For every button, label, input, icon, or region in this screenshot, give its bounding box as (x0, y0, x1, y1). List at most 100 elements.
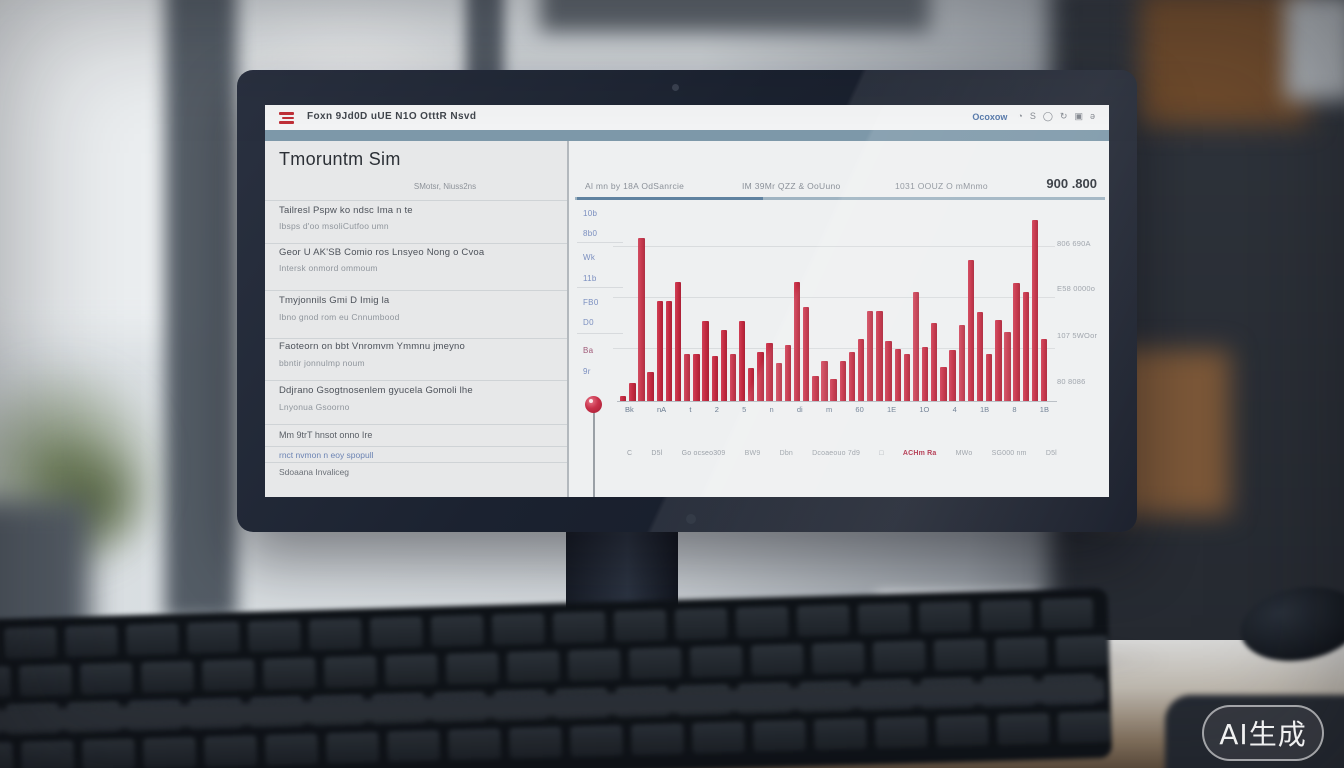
clock-icon[interactable]: ◔ (1017, 111, 1023, 121)
keyboard-key (631, 723, 684, 756)
apps-icon[interactable]: ▣ (1074, 111, 1083, 121)
separator (265, 338, 567, 339)
tab-primary[interactable]: Al mn by 18A OdSanrcie (585, 181, 685, 191)
x-tick-label: t (689, 405, 692, 414)
legend-item[interactable]: C (627, 450, 633, 457)
separator (265, 200, 567, 201)
keyboard-key (187, 622, 240, 654)
x-tick-label: 2 (714, 405, 719, 414)
legend-item[interactable]: D5l (651, 450, 663, 457)
legend-item[interactable]: □ (879, 450, 884, 457)
chart-bar (748, 368, 755, 401)
teal-band (265, 130, 1109, 141)
more-icon[interactable]: ə (1089, 111, 1095, 121)
chart-bar (1022, 292, 1029, 401)
chart-bar (995, 319, 1002, 401)
keyboard-key (0, 666, 12, 699)
keyboard-key (570, 725, 623, 757)
x-tick-label: 1B (980, 405, 990, 414)
list-item[interactable]: Tailresl Pspw ko ndsc Ima n te (279, 205, 413, 216)
stat-label: FB0 (583, 298, 599, 307)
chart-bar (693, 353, 700, 401)
legend-item[interactable]: Go ocseo309 (681, 450, 726, 457)
legend-item[interactable]: ACHm Ra (902, 450, 937, 457)
list-item[interactable]: Faoteorn on bbt Vnromvm Ymmnu jmeyno (279, 341, 466, 352)
chart-bar (839, 361, 846, 401)
keyboard-key (65, 625, 118, 658)
pin-highlight (589, 399, 593, 403)
keyboard-key (369, 617, 423, 649)
page-title: Tmoruntm Sim (279, 149, 401, 169)
plant-blur (30, 430, 150, 570)
sidebar-footer-link[interactable]: rnct nvmon n eoy spopull (279, 450, 374, 460)
chart-bars (620, 215, 1050, 401)
separator (265, 290, 567, 291)
chart-bar (921, 346, 929, 401)
keyboard-key (80, 663, 133, 695)
keyboard-key (446, 652, 499, 685)
keyboard-key (0, 742, 14, 768)
legend-item[interactable]: Dcoaeouo 7d9 (812, 450, 861, 457)
keyboard-key (143, 737, 197, 768)
chart-bar (958, 324, 965, 401)
keyboard-key (141, 661, 194, 693)
chart-bar (848, 352, 856, 401)
webcam-dot (672, 84, 679, 91)
slider-pin[interactable] (585, 396, 602, 413)
keyboard-key (689, 646, 743, 678)
topbar-link[interactable]: Ocoxow (972, 111, 1008, 122)
x-tick-label: 1O (919, 405, 930, 414)
list-item[interactable]: Tmyjonnils Gmi D Imig la (279, 295, 390, 306)
legend-item[interactable]: Dbn (779, 450, 794, 457)
x-tick-label: m (825, 405, 833, 414)
chart-bar (986, 353, 993, 401)
x-axis (617, 401, 1057, 402)
legend-item[interactable]: SG000 nm (991, 450, 1027, 457)
x-tick-label: nA (656, 405, 667, 414)
user-icon[interactable]: S (1029, 111, 1036, 121)
keyboard-key (265, 734, 319, 766)
separator (577, 242, 623, 243)
keyboard-key (506, 651, 560, 683)
plant-blur (0, 350, 160, 590)
separator (265, 424, 567, 425)
power-icon[interactable]: ◯ (1042, 111, 1053, 121)
keyboard-key (753, 720, 806, 752)
keyboard-key (918, 601, 972, 634)
chart-bar (894, 348, 901, 401)
hamburger-icon[interactable] (279, 112, 294, 124)
keyboard-key (979, 600, 1033, 632)
chart-bar (903, 353, 911, 401)
list-item-sub: Ibsps d'oo msoliCutfoo umn (279, 221, 389, 231)
tab-tertiary[interactable]: 1031 OOUZ O mMnmo (895, 181, 988, 191)
chart-bar (656, 301, 663, 401)
keyboard-key (204, 735, 258, 768)
keyboard-key (202, 659, 255, 692)
chart-bar (775, 363, 782, 401)
keyboard-key (491, 613, 545, 646)
screen: Foxn 9Jd0D uUE N1O OtttR Nsvd Ocoxow ◔ S ◯… (265, 105, 1109, 497)
panel-divider (567, 141, 569, 497)
topbar-icons[interactable]: ◔ S ◯ ↻ ▣ ə (1017, 111, 1095, 122)
chart-bar (1040, 339, 1048, 401)
refresh-icon[interactable]: ↻ (1059, 111, 1068, 121)
gridline (613, 246, 1055, 247)
list-item[interactable]: Ddjrano Gsogtnosenlem gyucela Gomoli lhe (279, 385, 473, 396)
chart-bar (967, 259, 975, 401)
tab-secondary[interactable]: IM 39Mr QZZ & OoUuno (742, 181, 841, 191)
stat-label: D0 (583, 318, 594, 327)
keyboard-key (430, 615, 484, 647)
stat-label: 9r (583, 367, 591, 376)
stat-label: Ba (583, 346, 594, 355)
axis-tick-label: E58 0000o (1057, 284, 1096, 293)
legend-item[interactable]: D5l (1045, 450, 1057, 457)
legend-item[interactable]: MWo (955, 450, 973, 457)
chart-bar (830, 379, 837, 401)
keyboard-key (1055, 635, 1109, 668)
list-item[interactable]: Geor U AK'SB Comio ros Lnsyeo Nong o Cvo… (279, 247, 485, 258)
keyboard-key (21, 740, 75, 768)
legend-item[interactable]: BW9 (744, 450, 761, 457)
brand-dot (686, 514, 696, 524)
window-frame (165, 0, 237, 620)
